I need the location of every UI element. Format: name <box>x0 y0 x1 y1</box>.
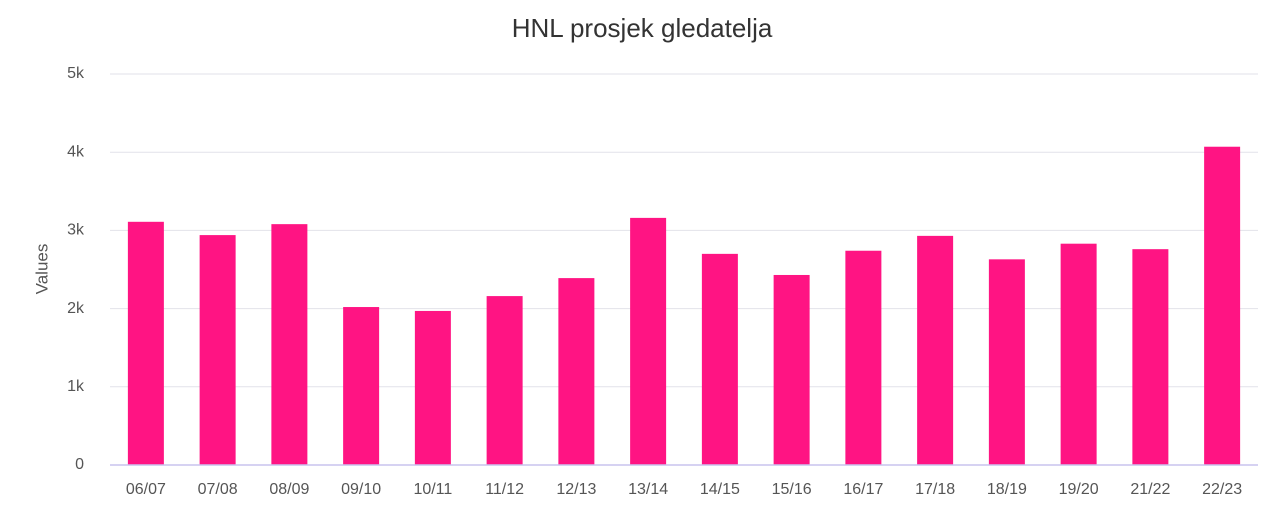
y-tick-label: 2k <box>67 300 85 317</box>
y-tick-label: 5k <box>67 65 85 82</box>
bar <box>701 253 738 465</box>
x-tick-label: 07/08 <box>198 481 238 498</box>
x-tick-label: 10/11 <box>413 481 452 498</box>
bar <box>630 217 667 465</box>
x-tick-label: 12/13 <box>556 481 596 498</box>
x-tick-label: 21/22 <box>1130 481 1170 498</box>
bar <box>199 235 236 465</box>
chart-title: HNL prosjek gledatelja <box>512 13 773 43</box>
bar <box>988 259 1025 465</box>
x-tick-label: 09/10 <box>341 481 381 498</box>
bar <box>343 307 380 465</box>
x-tick-label: 16/17 <box>843 481 883 498</box>
bar <box>271 224 308 465</box>
bar <box>845 250 882 465</box>
bar <box>917 235 954 465</box>
bar <box>558 278 595 465</box>
bar <box>1204 146 1241 465</box>
x-tick-label: 13/14 <box>628 481 668 498</box>
x-tick-label: 19/20 <box>1059 481 1099 498</box>
bar <box>127 221 164 465</box>
bar <box>1060 243 1097 465</box>
bar <box>486 296 523 465</box>
bar <box>773 274 810 465</box>
x-tick-label: 06/07 <box>126 481 166 498</box>
x-tick-label: 17/18 <box>915 481 955 498</box>
bar <box>414 310 451 465</box>
x-tick-label: 11/12 <box>485 481 524 498</box>
x-tick-label: 08/09 <box>269 481 309 498</box>
y-tick-label: 0 <box>75 456 84 473</box>
y-tick-label: 4k <box>67 143 85 160</box>
y-tick-label: 3k <box>67 222 85 239</box>
y-axis-label: Values <box>32 244 51 295</box>
y-tick-label: 1k <box>67 378 85 395</box>
x-tick-label: 14/15 <box>700 481 740 498</box>
x-tick-label: 22/23 <box>1202 481 1242 498</box>
x-tick-label: 15/16 <box>772 481 812 498</box>
bar <box>1132 249 1169 465</box>
x-tick-label: 18/19 <box>987 481 1027 498</box>
